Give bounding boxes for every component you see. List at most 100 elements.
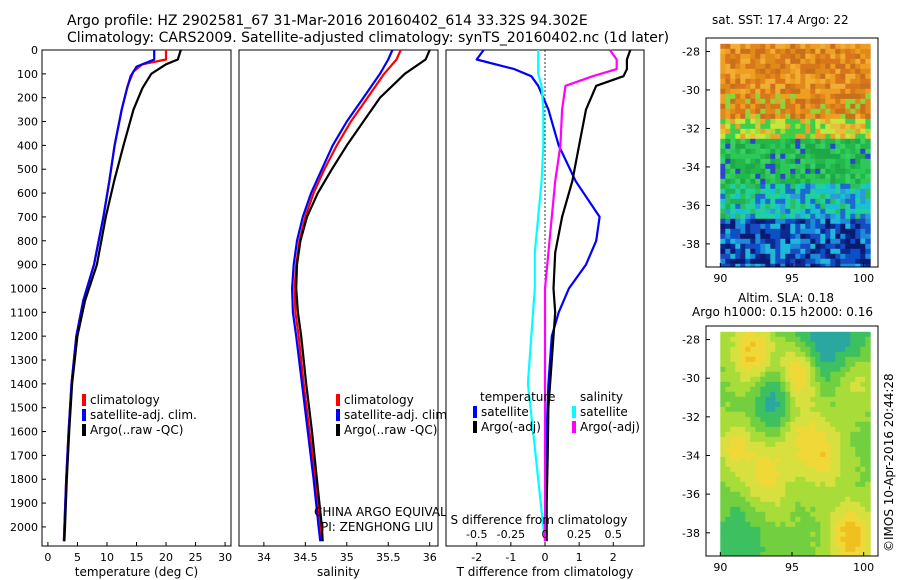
heatmap-cell (830, 43, 836, 50)
heatmap-cell (840, 263, 846, 267)
heatmap-cell (745, 376, 751, 383)
heatmap-cell (840, 98, 846, 105)
heatmap-cell (835, 233, 841, 240)
heatmap-cell (805, 88, 811, 95)
heatmap-cell (730, 183, 736, 190)
heatmap-cell (835, 486, 841, 493)
heatmap-cell (845, 53, 851, 60)
heatmap-cell (805, 496, 811, 503)
heatmap-cell (800, 376, 806, 383)
heatmap-cell (815, 371, 821, 378)
heatmap-cell (825, 381, 831, 388)
heatmap-cell (795, 143, 801, 150)
heatmap-cell (805, 53, 811, 60)
heatmap-cell (855, 486, 861, 493)
heatmap-cell (840, 168, 846, 175)
heatmap-cell (770, 406, 776, 413)
heatmap-cell (780, 346, 786, 353)
heatmap-cell (855, 168, 861, 175)
heatmap-cell (770, 521, 776, 528)
heatmap-cell (755, 238, 761, 245)
heatmap-cell (815, 456, 821, 463)
heatmap-cell (800, 366, 806, 373)
heatmap-cell (750, 511, 756, 518)
heatmap-cell (855, 98, 861, 105)
heatmap-cell (825, 471, 831, 478)
heatmap-cell (820, 386, 826, 393)
heatmap-cell (725, 486, 731, 493)
legend-label: satellite-adj. clim. (344, 408, 451, 422)
heatmap-cell (735, 371, 741, 378)
heatmap-cell (830, 521, 836, 528)
heatmap-cell (855, 386, 861, 393)
heatmap-cell (730, 481, 736, 488)
heatmap-cell (830, 253, 836, 260)
heatmap-cell (805, 113, 811, 120)
heatmap-cell (760, 143, 766, 150)
heatmap-cell (865, 123, 871, 130)
heatmap-cell (830, 386, 836, 393)
heatmap-cell (790, 446, 796, 453)
heatmap-cell (820, 223, 826, 230)
heatmap-cell (745, 198, 751, 205)
heatmap-cell (730, 476, 736, 483)
heatmap-cell (835, 356, 841, 363)
y-tick-label: -38 (682, 238, 700, 251)
heatmap-cell (805, 138, 811, 145)
heatmap-cell (795, 68, 801, 75)
heatmap-cell (730, 108, 736, 115)
y-tick-label: -28 (682, 45, 700, 58)
heatmap-cell (760, 386, 766, 393)
heatmap-cell (775, 183, 781, 190)
heatmap-cell (845, 233, 851, 240)
x-tick-label: -1 (505, 551, 516, 564)
heatmap-cell (735, 516, 741, 523)
heatmap-cell (845, 113, 851, 120)
heatmap-cell (785, 108, 791, 115)
heatmap-cell (830, 551, 836, 556)
heatmap-cell (740, 168, 746, 175)
heatmap-cell (860, 511, 866, 518)
heatmap-cell (720, 143, 726, 150)
heatmap-cell (735, 476, 741, 483)
heatmap-cell (785, 218, 791, 225)
heatmap-cell (740, 193, 746, 200)
heatmap-cell (755, 233, 761, 240)
heatmap-cell (845, 168, 851, 175)
heatmap-cell (730, 391, 736, 398)
heatmap-cell (780, 183, 786, 190)
heatmap-cell (790, 98, 796, 105)
heatmap-cell (860, 456, 866, 463)
top-tick-label: 0.25 (567, 528, 592, 541)
heatmap-cell (800, 148, 806, 155)
heatmap-cell (735, 183, 741, 190)
heatmap-cell (815, 78, 821, 85)
heatmap-cell (780, 466, 786, 473)
heatmap-cell (785, 238, 791, 245)
heatmap-cell (800, 128, 806, 135)
heatmap-cell (840, 218, 846, 225)
heatmap-cell (730, 346, 736, 353)
heatmap-cell (790, 531, 796, 538)
heatmap-cell (800, 73, 806, 80)
heatmap-cell (725, 68, 731, 75)
heatmap-cell (835, 461, 841, 468)
heatmap-cell (730, 381, 736, 388)
heatmap-cell (845, 526, 851, 533)
heatmap-cell (785, 356, 791, 363)
heatmap-cell (795, 466, 801, 473)
heatmap-cell (750, 83, 756, 90)
heatmap-cell (800, 78, 806, 85)
heatmap-cell (805, 446, 811, 453)
y-tick-label: 1800 (10, 473, 38, 486)
heatmap-cell (840, 411, 846, 418)
heatmap-cell (765, 118, 771, 125)
heatmap-cell (755, 188, 761, 195)
heatmap-cell (805, 381, 811, 388)
heatmap-cell (855, 411, 861, 418)
heatmap-cell (775, 53, 781, 60)
heatmap-cell (760, 63, 766, 70)
heatmap-cell (855, 93, 861, 100)
heatmap-cell (855, 461, 861, 468)
heatmap-cell (720, 536, 726, 543)
